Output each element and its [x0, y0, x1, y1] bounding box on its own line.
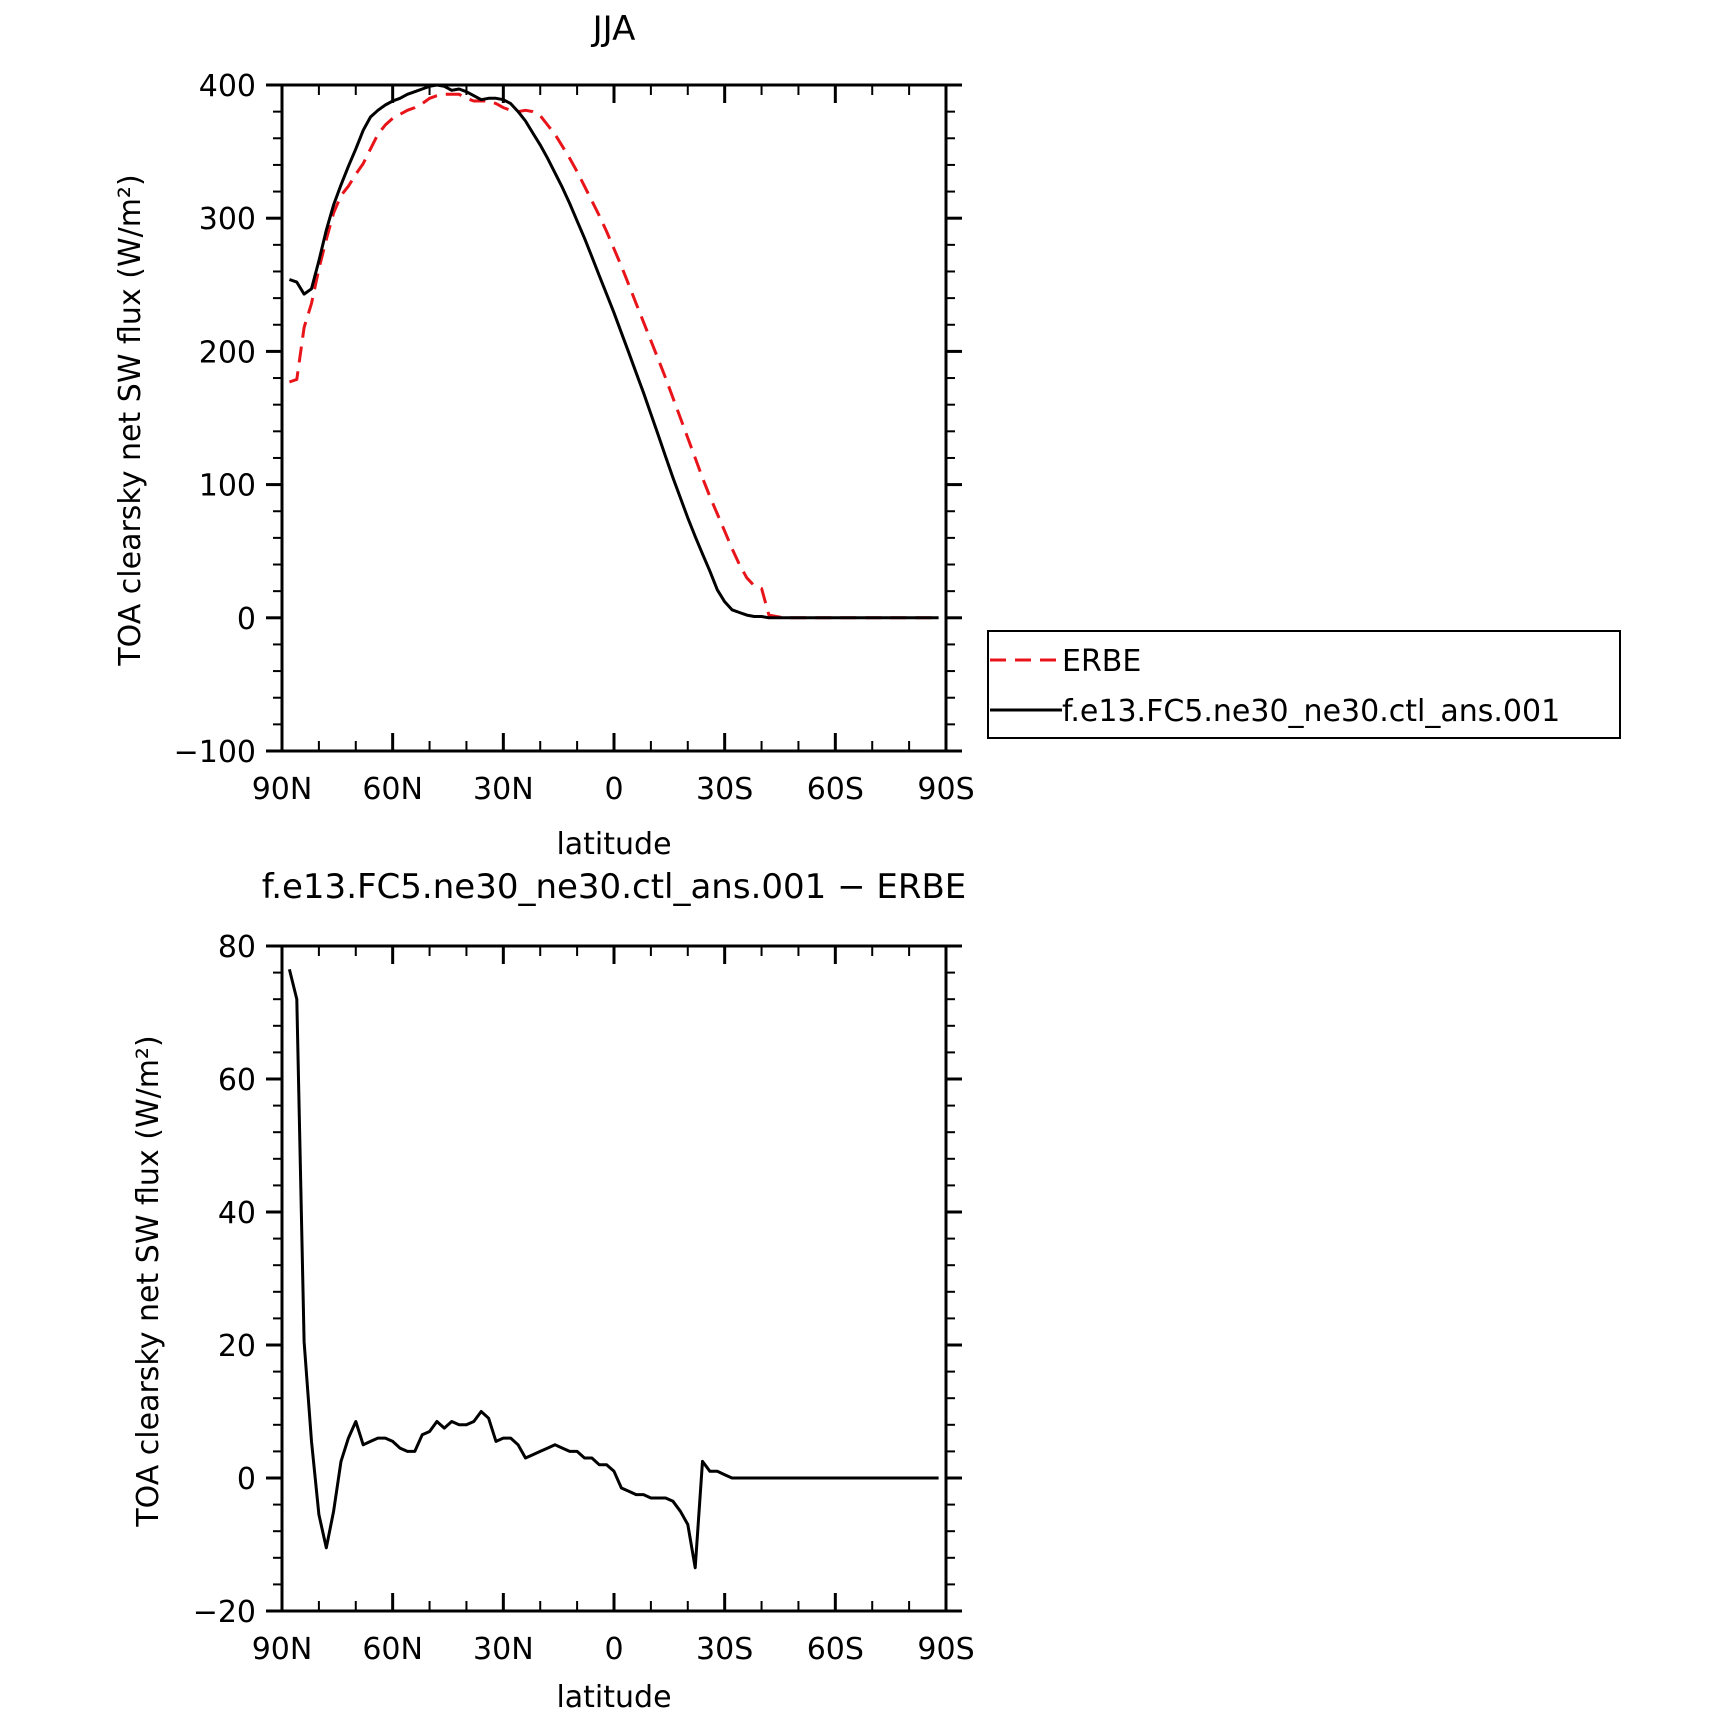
top-x-tick-label: 30N [473, 772, 534, 807]
bottom-x-tick-label: 60S [807, 1632, 864, 1667]
bottom-y-tick-label: 80 [218, 930, 256, 965]
top-x-tick-label: 60S [807, 772, 864, 807]
legend-box [987, 630, 1621, 739]
top-y-tick-label: −100 [174, 735, 256, 770]
top-y-tick-label: 100 [199, 469, 256, 504]
top-series-line-0 [288, 92, 939, 620]
bottom-x-tick-label: 30S [696, 1632, 753, 1667]
bottom-x-tick-label: 0 [604, 1632, 623, 1667]
top-x-tick-label: 90N [252, 772, 313, 807]
bottom-plot-frame [280, 944, 948, 1613]
bottom-x-tick-label: 60N [362, 1632, 423, 1667]
bottom-y-axis-label: TOA clearsky net SW flux (W/m²) [131, 1035, 166, 1527]
top-y-tick-label: 300 [199, 202, 256, 237]
top-x-tick-label: 30S [696, 772, 753, 807]
top-chart: JJA TOA clearsky net SW flux (W/m²) lati… [113, 9, 975, 862]
bottom-y-tick-label: 0 [237, 1462, 256, 1497]
top-series-layer [288, 83, 939, 620]
bottom-x-tick-label: 90N [252, 1632, 313, 1667]
bottom-y-tick-label: 40 [218, 1196, 256, 1231]
bottom-y-tick-label: −20 [193, 1595, 256, 1630]
bottom-ticks-layer: 90N 60N 30N 0 30S 60S 90S 80 60 40 20 0 −20 [193, 930, 975, 1667]
bottom-x-tick-label: 30N [473, 1632, 534, 1667]
bottom-chart: f.e13.FC5.ne30_ne30.ctl_ans.001 − ERBE T… [131, 867, 975, 1713]
top-ticks-layer: 90N 60N 30N 0 30S 60S 90S 400 300 200 100 0 −100 [174, 69, 975, 807]
legend: ERBE f.e13.FC5.ne30_ne30.ctl_ans.001 [987, 630, 1621, 739]
legend-label-model: f.e13.FC5.ne30_ne30.ctl_ans.001 [1062, 694, 1560, 729]
top-x-tick-label: 60N [362, 772, 423, 807]
top-y-tick-label: 400 [199, 69, 256, 104]
top-y-tick-label: 200 [199, 335, 256, 370]
top-x-tick-label: 90S [917, 772, 974, 807]
legend-label-erbe: ERBE [1062, 644, 1141, 679]
top-y-tick-label: 0 [237, 602, 256, 637]
top-x-tick-label: 0 [604, 772, 623, 807]
top-x-axis-label: latitude [556, 827, 671, 862]
bottom-y-tick-label: 20 [218, 1329, 256, 1364]
top-chart-title: JJA [591, 9, 636, 49]
top-plot-frame [280, 83, 948, 753]
bottom-series-line-0 [287, 968, 939, 1570]
bottom-x-axis-label: latitude [556, 1680, 671, 1713]
bottom-y-tick-label: 60 [218, 1063, 256, 1098]
top-series-line-1 [288, 83, 939, 620]
top-y-axis-label: TOA clearsky net SW flux (W/m²) [113, 174, 148, 666]
bottom-x-tick-label: 90S [917, 1632, 974, 1667]
bottom-chart-title: f.e13.FC5.ne30_ne30.ctl_ans.001 − ERBE [262, 867, 967, 907]
bottom-series-layer [287, 968, 939, 1570]
